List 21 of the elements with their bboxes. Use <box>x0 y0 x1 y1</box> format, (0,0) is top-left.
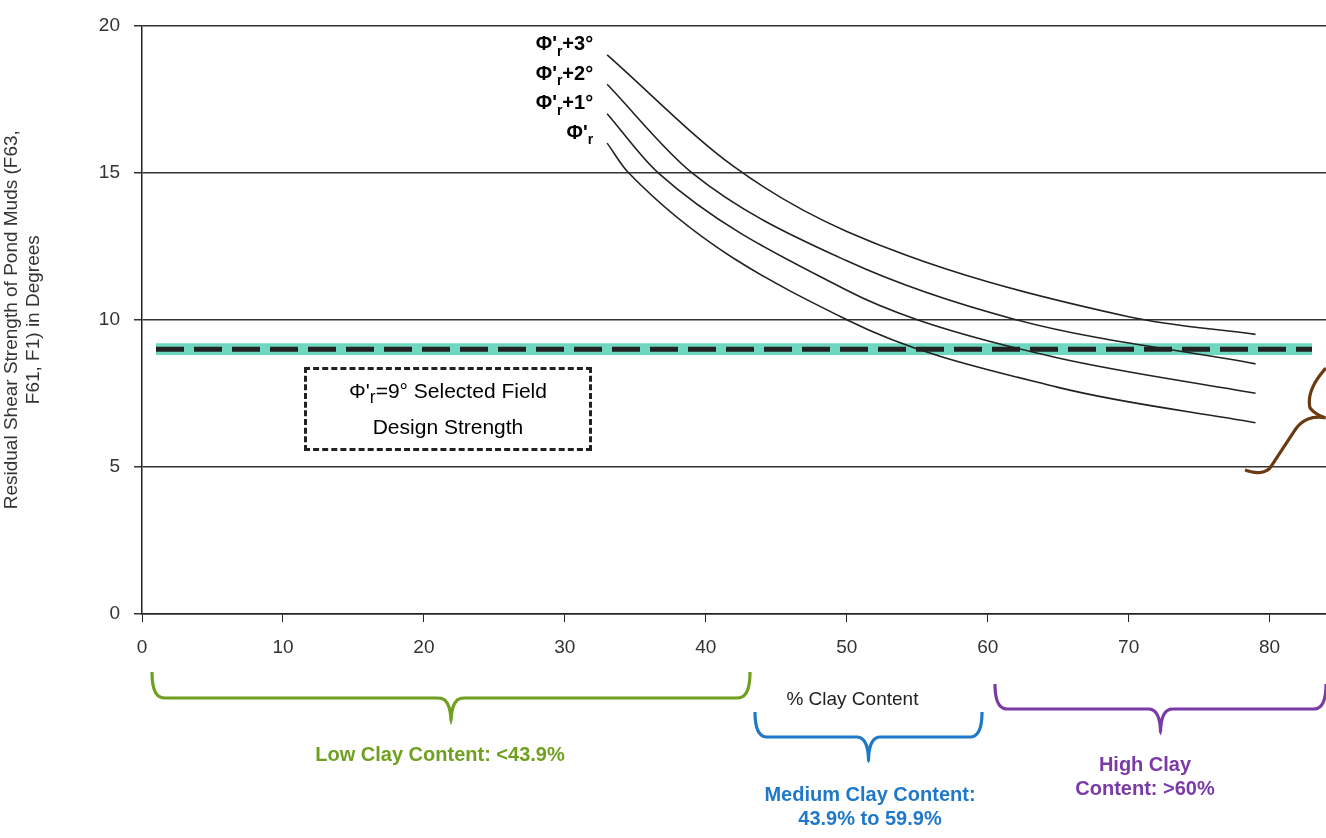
x-tick-label: 40 <box>695 635 717 657</box>
y-tick-label: 0 <box>109 602 120 624</box>
x-tick-label: 20 <box>413 635 435 657</box>
y-axis-title: Residual Shear Strength of Pond Muds (F63, F61, F1) in Degrees <box>0 130 44 510</box>
y-tick-label: 5 <box>109 455 120 477</box>
x-tick-label: 60 <box>977 635 999 657</box>
x-tick-label: 10 <box>272 635 294 657</box>
x-axis-title: % Clay Content <box>786 688 920 710</box>
text: Low Clay Content: <43.9% <box>314 742 566 766</box>
x-tick-label: 80 <box>1259 635 1281 657</box>
x-tick-label: 50 <box>836 635 858 657</box>
x-tick-label: 0 <box>136 635 148 657</box>
text: High Clay Content: >60% <box>1074 752 1216 800</box>
y-tick-label: 10 <box>98 307 120 329</box>
text: Medium Clay Content: 43.9% to 59.9% <box>763 782 977 830</box>
x-tick-label: 30 <box>554 635 576 657</box>
y-tick-label: 15 <box>98 160 120 182</box>
y-tick-label: 20 <box>98 13 120 35</box>
line-series <box>606 54 1257 336</box>
ref-line-label: Φ'$_{r}$=9° Selected Field Design Strength <box>304 367 592 452</box>
x-tick-label: 70 <box>1118 635 1140 657</box>
